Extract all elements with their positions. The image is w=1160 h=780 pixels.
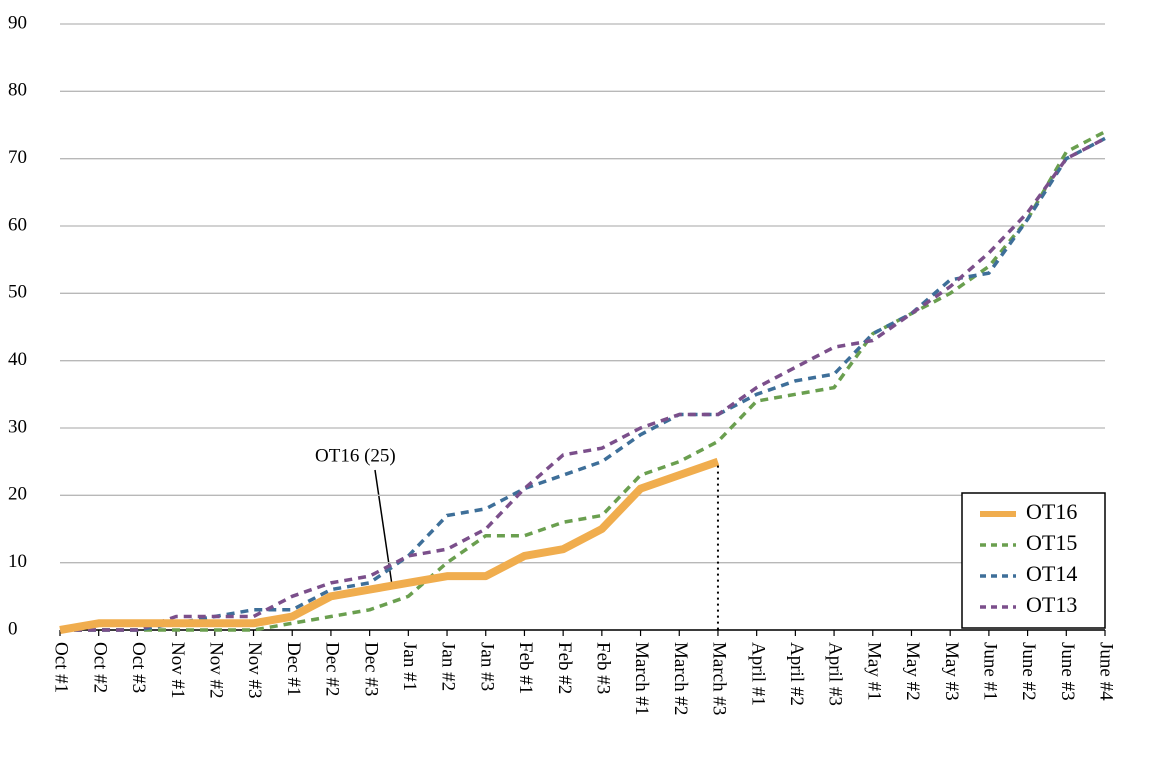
y-tick-label: 80 <box>8 80 27 101</box>
x-tick-label: Feb #2 <box>554 642 575 694</box>
y-tick-label: 70 <box>8 147 27 168</box>
series-line <box>60 130 1106 632</box>
legend-label: OT15 <box>1026 530 1077 555</box>
x-tick-label: May #3 <box>941 642 962 701</box>
x-tick-label: Feb #1 <box>515 642 536 694</box>
x-tick-label: Jan #3 <box>476 642 497 691</box>
x-tick-label: Feb #3 <box>592 642 613 694</box>
legend-label: OT14 <box>1026 561 1077 586</box>
x-tick-label: April #2 <box>786 642 807 706</box>
x-tick-label: Jan #2 <box>438 642 459 691</box>
y-tick-label: 0 <box>8 618 18 639</box>
x-tick-label: June #3 <box>1057 642 1078 701</box>
series-line <box>60 136 1106 632</box>
x-tick-label: Oct #2 <box>89 642 110 693</box>
x-tick-label: March #1 <box>631 642 652 715</box>
x-tick-label: June #1 <box>980 642 1001 701</box>
y-tick-label: 10 <box>8 551 27 572</box>
x-tick-label: Oct #3 <box>128 642 149 693</box>
x-tick-label: Dec #1 <box>283 642 304 696</box>
x-tick-label: Nov #2 <box>205 642 226 698</box>
y-tick-label: 90 <box>8 12 27 33</box>
series-line <box>60 136 1106 632</box>
x-tick-label: March #2 <box>670 642 691 715</box>
y-tick-label: 30 <box>8 416 27 437</box>
x-tick-label: June #4 <box>1096 642 1117 701</box>
x-tick-label: Jan #1 <box>399 642 420 691</box>
x-tick-label: Dec #2 <box>322 642 343 696</box>
y-tick-label: 20 <box>8 484 27 505</box>
x-tick-label: June #2 <box>1018 642 1039 701</box>
x-tick-label: April #3 <box>825 642 846 706</box>
x-tick-label: Nov #1 <box>167 642 188 698</box>
legend-label: OT16 <box>1026 499 1077 524</box>
y-tick-label: 40 <box>8 349 27 370</box>
series-line <box>59 457 720 634</box>
x-tick-label: Dec #3 <box>360 642 381 696</box>
x-tick-label: March #3 <box>709 642 730 715</box>
y-tick-label: 60 <box>8 214 27 235</box>
x-tick-label: Nov #3 <box>244 642 265 698</box>
x-tick-label: May #1 <box>863 642 884 701</box>
x-tick-label: April #1 <box>747 642 768 706</box>
y-tick-label: 50 <box>8 282 27 303</box>
legend-label: OT13 <box>1026 592 1077 617</box>
annotation: OT16 (25) <box>315 445 396 466</box>
x-tick-label: May #2 <box>902 642 923 701</box>
x-tick-label: Oct #1 <box>51 642 72 693</box>
